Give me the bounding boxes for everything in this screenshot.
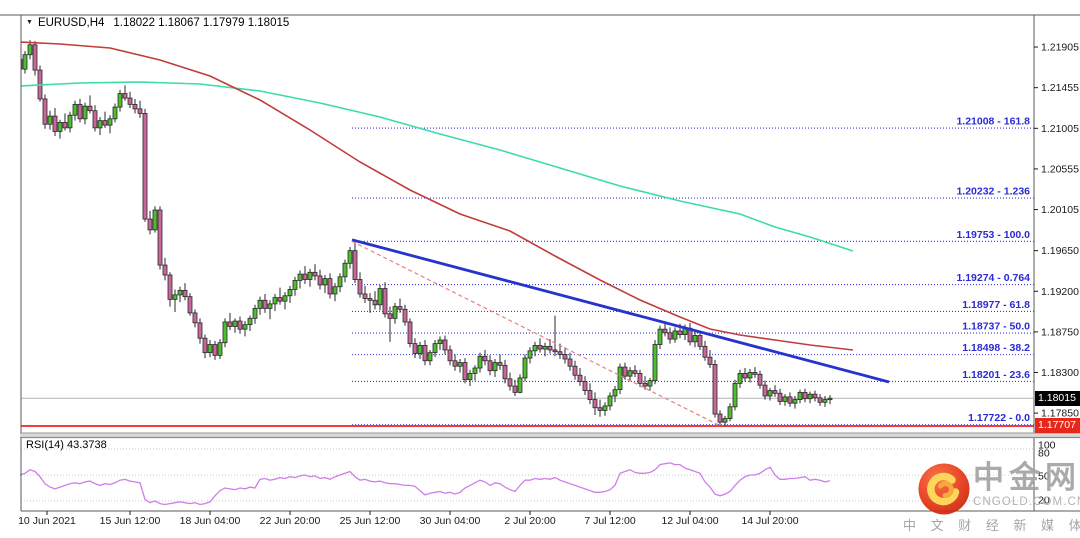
svg-text:1.21005: 1.21005 xyxy=(1041,123,1079,135)
svg-text:20: 20 xyxy=(1038,495,1050,507)
time-axis: 10 Jun 2021 15 Jun 12:00 18 Jun 04:00 22 Ju… xyxy=(18,511,799,527)
chart-frame xyxy=(0,14,1080,512)
svg-text:100: 100 xyxy=(1038,440,1056,452)
svg-text:50: 50 xyxy=(1038,471,1050,483)
svg-text:30 Jun 04:00: 30 Jun 04:00 xyxy=(420,515,481,527)
ohlc-values: 1.18022 1.18067 1.17979 1.18015 xyxy=(113,17,290,29)
moving-averages xyxy=(21,41,854,351)
svg-text:1.18737 - 50.0: 1.18737 - 50.0 xyxy=(962,321,1030,333)
svg-text:12 Jul 04:00: 12 Jul 04:00 xyxy=(661,515,718,527)
hline-price-badge: 1.17707 xyxy=(1035,418,1080,433)
svg-text:22 Jun 20:00: 22 Jun 20:00 xyxy=(260,515,321,527)
logo-domain: CNGOLD.COM.CN xyxy=(973,496,1080,508)
svg-text:14 Jul 20:00: 14 Jul 20:00 xyxy=(741,515,798,527)
price-axis: 1.21905 1.21455 1.21005 1.20555 1.20105 1.196… xyxy=(1034,42,1079,420)
ohlc-header: ▼ EURUSD,H4 1.18022 1.18067 1.17979 1.1801… xyxy=(26,17,289,29)
symbol-dropdown-icon[interactable]: ▼ xyxy=(26,19,33,26)
logo-text-block: 中金网 CNGOLD.COM.CN xyxy=(973,460,1080,508)
svg-text:10 Jun 2021: 10 Jun 2021 xyxy=(18,515,76,527)
svg-text:1.17722 - 0.0: 1.17722 - 0.0 xyxy=(968,412,1030,424)
svg-text:1.21905: 1.21905 xyxy=(1041,42,1079,54)
svg-text:1.20232 - 1.236: 1.20232 - 1.236 xyxy=(956,186,1030,198)
price-lines xyxy=(21,397,1034,428)
svg-text:15 Jun 12:00: 15 Jun 12:00 xyxy=(100,515,161,527)
svg-text:1.21008 - 161.8: 1.21008 - 161.8 xyxy=(956,116,1030,128)
svg-text:1.20555: 1.20555 xyxy=(1041,163,1079,175)
svg-text:1.17850: 1.17850 xyxy=(1041,408,1079,420)
svg-text:1.18750: 1.18750 xyxy=(1041,326,1079,338)
cngold-watermark: 中金网 CNGOLD.COM.CN 中 文 财 经 新 媒 体 xyxy=(901,460,1080,536)
svg-text:1.19200: 1.19200 xyxy=(1041,286,1079,298)
svg-text:1.21455: 1.21455 xyxy=(1041,82,1079,94)
svg-text:1.18201 - 23.6: 1.18201 - 23.6 xyxy=(962,369,1030,381)
descending-trendline-blue xyxy=(351,238,890,384)
svg-text:1.19753 - 100.0: 1.19753 - 100.0 xyxy=(956,229,1030,241)
candlesticks xyxy=(21,40,833,426)
svg-text:7 Jul 12:00: 7 Jul 12:00 xyxy=(584,515,636,527)
svg-text:1.18977 - 61.8: 1.18977 - 61.8 xyxy=(962,299,1030,311)
svg-text:1.19650: 1.19650 xyxy=(1041,245,1079,257)
logo-tagline: 中 文 财 经 新 媒 体 xyxy=(903,518,1080,533)
trendlines xyxy=(351,238,890,426)
svg-text:1.18498 - 38.2: 1.18498 - 38.2 xyxy=(962,342,1030,354)
fib-diagonal-dashed xyxy=(351,240,719,426)
logo-name: 中金网 xyxy=(973,460,1080,495)
rsi-indicator-label: RSI(14) 43.3738 xyxy=(26,439,107,451)
cngold-logo-icon xyxy=(918,463,970,515)
svg-text:2 Jul 20:00: 2 Jul 20:00 xyxy=(504,515,556,527)
chart-symbol-label: EURUSD,H4 xyxy=(37,17,105,29)
svg-text:25 Jun 12:00: 25 Jun 12:00 xyxy=(340,515,401,527)
fib-retracement-levels: 1.21008 - 161.8 1.20232 - 1.236 1.19753 - … xyxy=(352,116,1034,426)
svg-text:80: 80 xyxy=(1038,448,1050,460)
svg-text:1.19274 - 0.764: 1.19274 - 0.764 xyxy=(956,272,1030,284)
svg-text:1.18300: 1.18300 xyxy=(1041,367,1079,379)
rsi-line xyxy=(19,462,831,506)
current-price-badge: 1.18015 xyxy=(1035,391,1080,406)
svg-text:1.20105: 1.20105 xyxy=(1041,204,1079,216)
ma-red-line xyxy=(21,41,854,351)
ma-teal-line xyxy=(21,81,854,252)
svg-text:18 Jun 04:00: 18 Jun 04:00 xyxy=(180,515,241,527)
